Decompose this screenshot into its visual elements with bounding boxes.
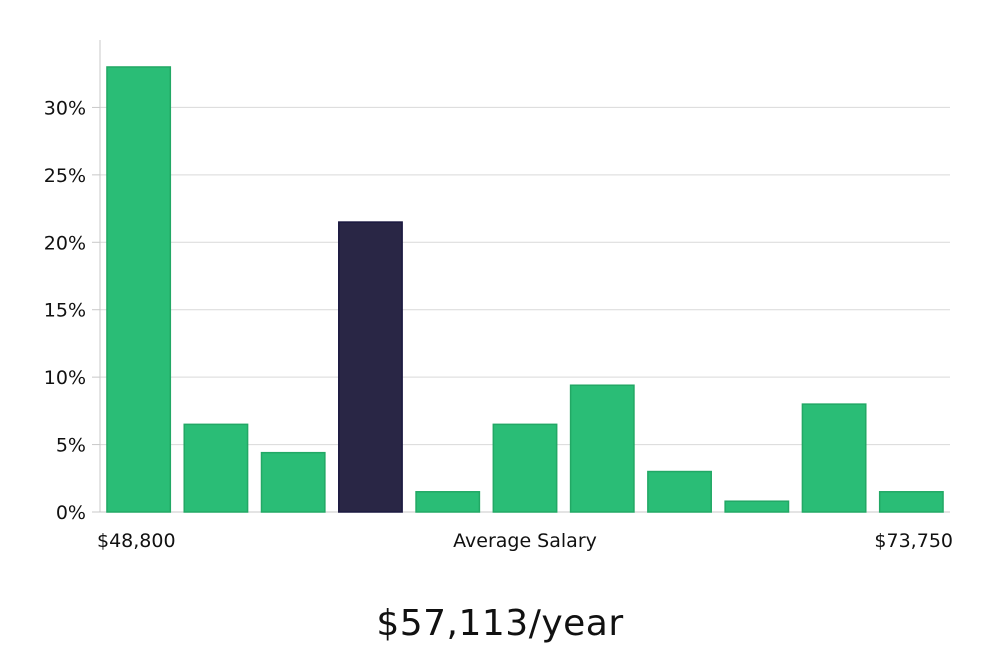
y-tick-label: 15% (44, 300, 86, 322)
histogram-bar (569, 384, 635, 513)
x-axis-label: Average Salary (453, 530, 597, 552)
histogram-bar (724, 500, 790, 513)
histogram-bar (647, 470, 712, 513)
histogram-bar (106, 66, 172, 513)
histogram-bar (878, 491, 944, 513)
histogram-bar (183, 423, 249, 513)
y-tick-label: 30% (44, 97, 86, 119)
y-tick-label: 5% (56, 435, 86, 457)
histogram-bar-highlighted (338, 221, 403, 513)
y-tick-label: 25% (44, 165, 86, 187)
y-tick-label: 0% (56, 502, 86, 524)
histogram-bar (260, 451, 326, 513)
histogram-bar (801, 403, 867, 513)
x-max-label: $73,750 (874, 530, 953, 552)
histogram-bar (415, 491, 481, 513)
histogram-bar (492, 423, 558, 513)
histogram-plot: 0% 5% 10% 15% 20% 25% 30% $48,800 Average Salary… (44, 40, 953, 552)
y-tick-label: 20% (44, 232, 86, 254)
x-min-label: $48,800 (97, 530, 176, 552)
average-salary-headline: $57,113/year (376, 603, 624, 644)
y-tick-label: 10% (44, 367, 86, 389)
